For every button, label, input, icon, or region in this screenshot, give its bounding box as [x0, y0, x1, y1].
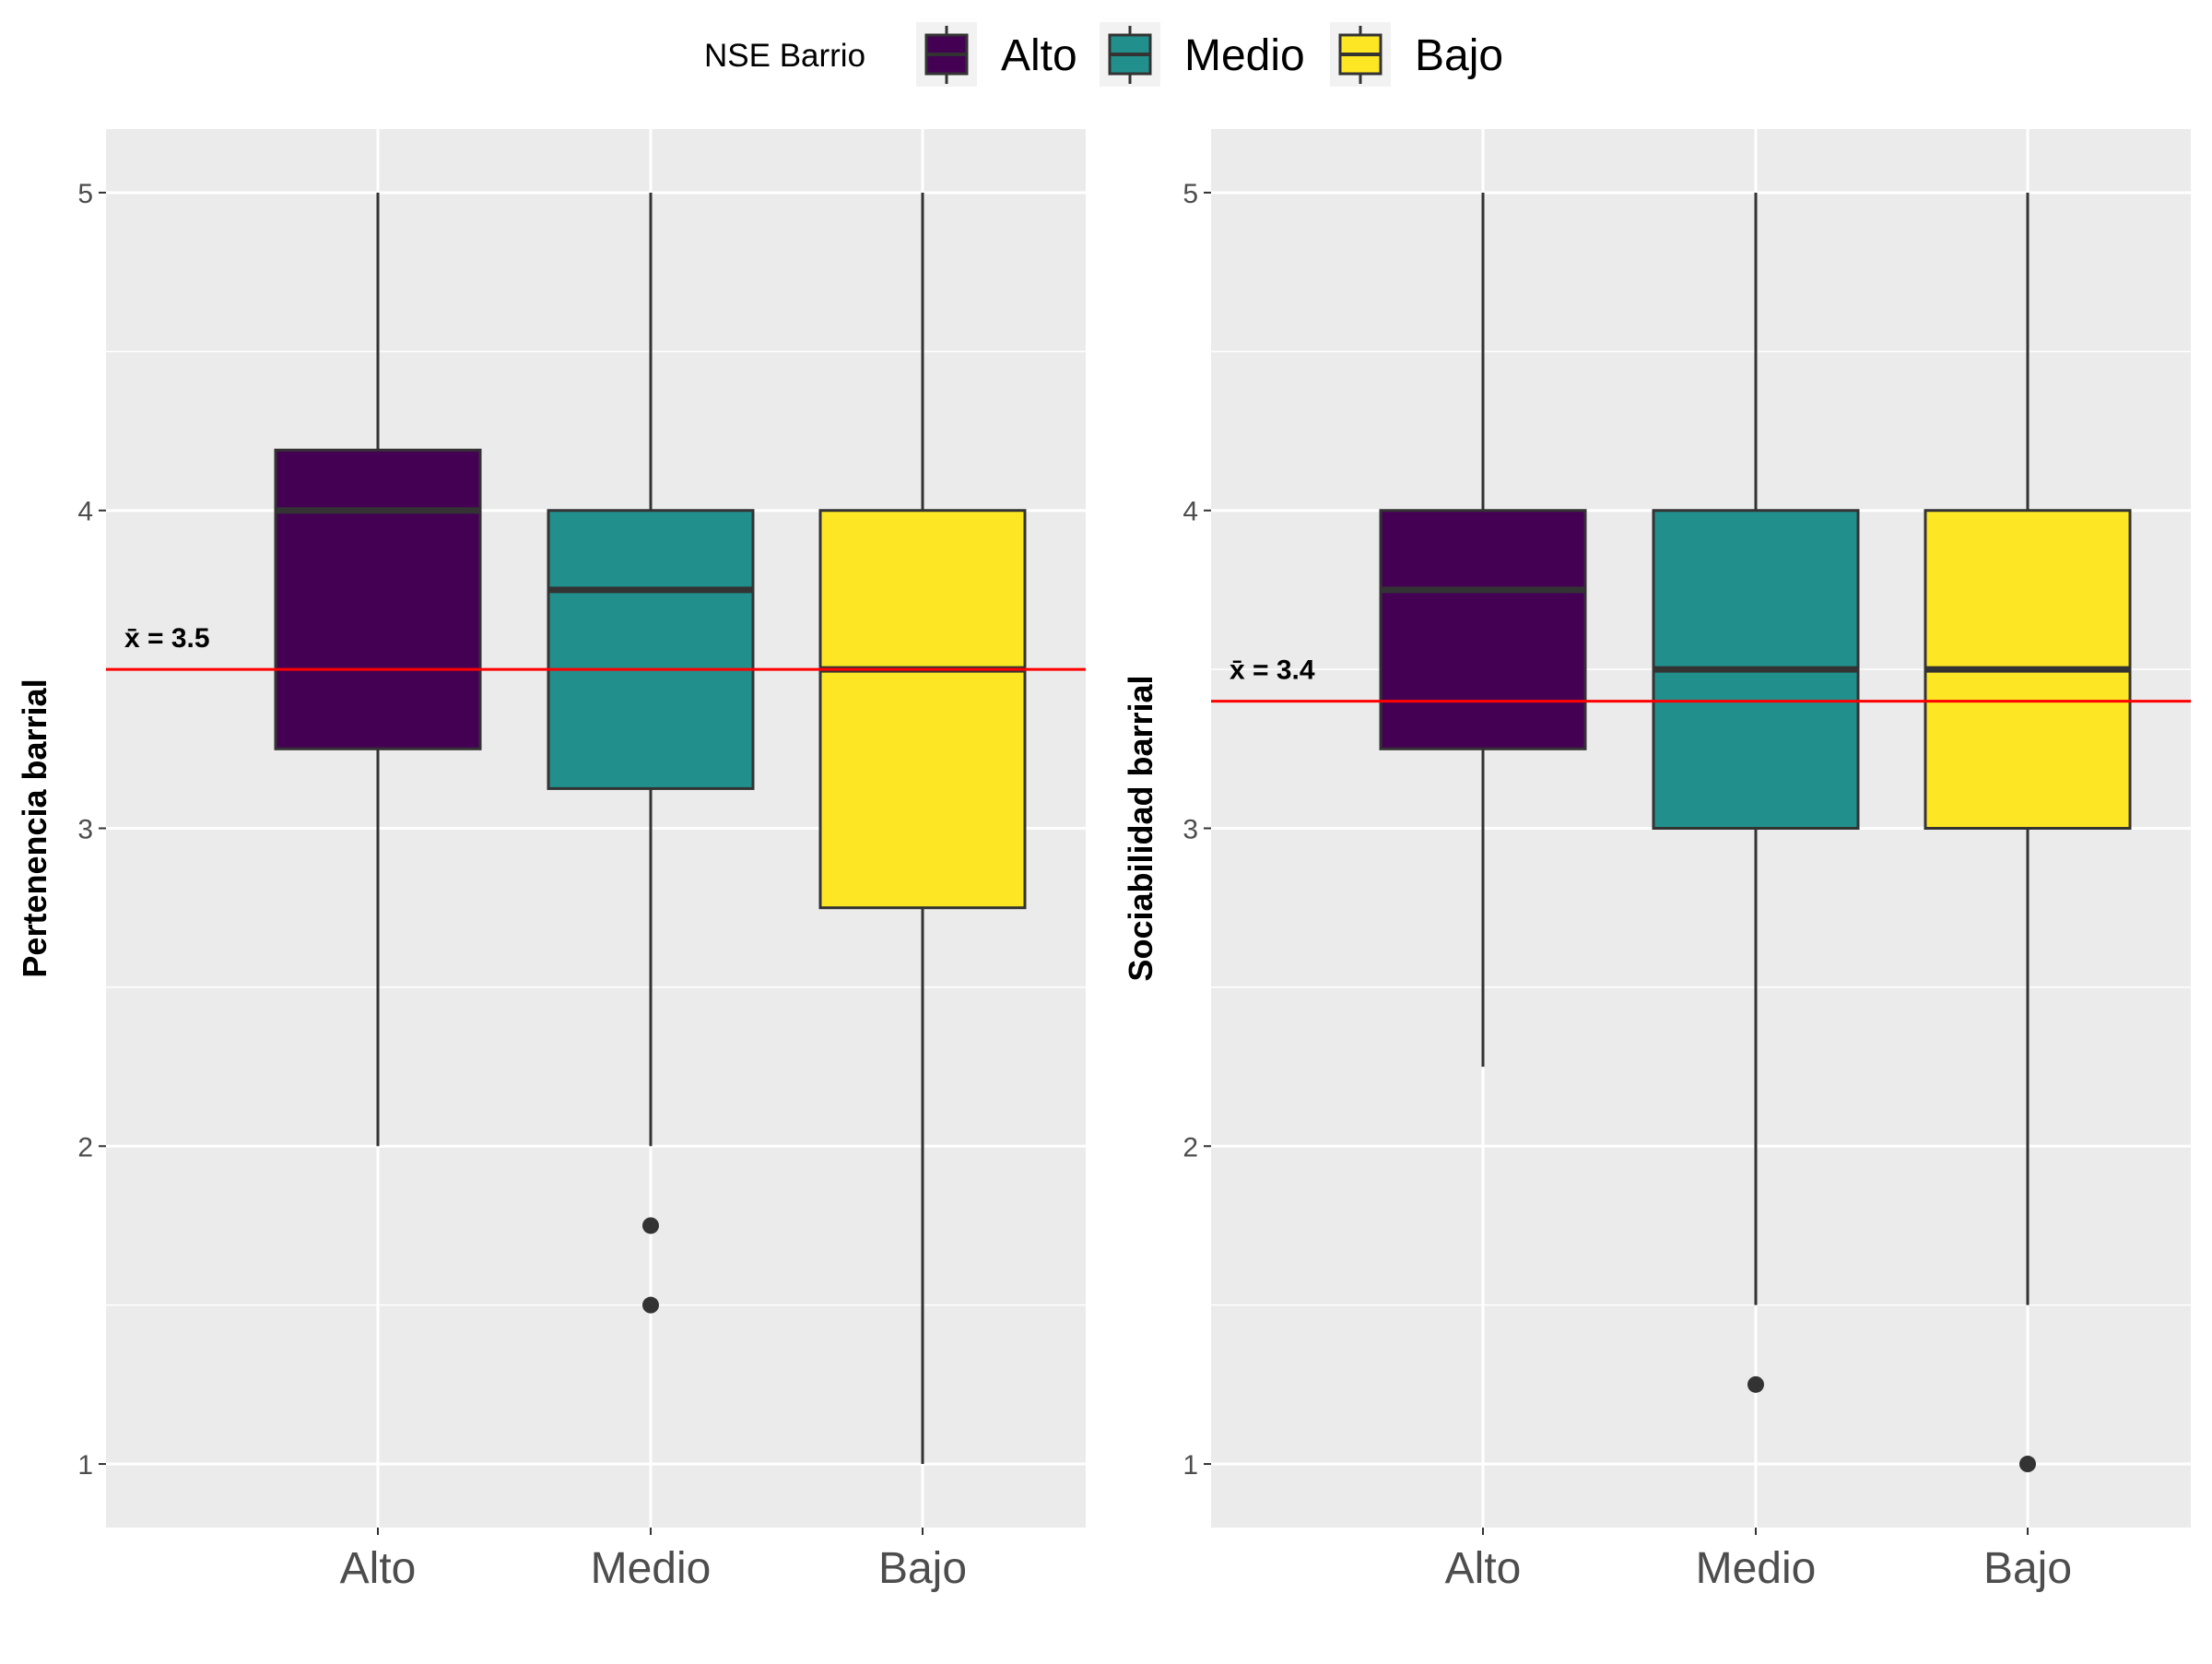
box-bajo [818, 192, 1027, 1465]
y-tick-label: 3 [1182, 815, 1198, 845]
outlier-point [2019, 1456, 2036, 1473]
outlier-point [642, 1217, 659, 1234]
legend-label-medio: Medio [1184, 31, 1305, 80]
y-tick-label: 5 [1182, 179, 1198, 209]
mean-label: x̄ = 3.5 [124, 623, 210, 654]
x-tick-label: Medio [591, 1544, 712, 1593]
legend-item-alto: Alto [916, 22, 1077, 87]
y-tick-label: 2 [1182, 1132, 1198, 1162]
y-tick-label: 5 [77, 179, 93, 209]
outlier-point [1747, 1375, 1764, 1393]
box-iqr [818, 509, 1027, 910]
y-axis-title: Sociabilidad barrial [1122, 675, 1159, 981]
box-alto [1379, 192, 1587, 1068]
y-tick-label: 4 [77, 497, 93, 527]
legend-label-bajo: Bajo [1415, 31, 1503, 80]
box-medio [1652, 192, 1860, 1393]
legend-label-alto: Alto [1001, 31, 1077, 80]
x-tick-label: Alto [1445, 1544, 1522, 1593]
box-bajo [1924, 192, 2132, 1473]
box-iqr [547, 509, 755, 790]
chart-panels: 1 2 3 4 5 Alto Medio Bajo x̄ = 3.5 Pertenencia ba… [16, 129, 2191, 1593]
box-iqr [274, 448, 482, 750]
x-tick-label: Bajo [1983, 1544, 2072, 1593]
y-tick-label: 4 [1182, 497, 1198, 527]
x-tick-label: Alto [340, 1544, 417, 1593]
y-tick-label: 2 [77, 1132, 93, 1162]
legend-title: NSE Barrio [704, 38, 865, 74]
x-tick-label: Bajo [878, 1544, 967, 1593]
box-iqr [1379, 509, 1587, 750]
y-tick-label: 3 [77, 815, 93, 845]
y-tick-label: 1 [1182, 1450, 1198, 1481]
panel-2: 1 2 3 4 5 Alto Medio Bajo x̄ = 3.4 Sociabilidad b… [1122, 129, 2191, 1593]
mean-label: x̄ = 3.4 [1230, 655, 1315, 686]
outlier-point [642, 1296, 659, 1314]
box-alto [274, 192, 482, 1147]
legend-item-bajo: Bajo [1330, 22, 1503, 87]
box-medio [547, 192, 755, 1314]
y-axis-title: Pertenencia barrial [16, 679, 53, 977]
legend: NSE Barrio Alto Medio Bajo [704, 22, 1503, 87]
x-tick-label: Medio [1696, 1544, 1817, 1593]
panel-1: 1 2 3 4 5 Alto Medio Bajo x̄ = 3.5 Pertenencia ba… [16, 129, 1086, 1593]
legend-item-medio: Medio [1100, 22, 1305, 87]
y-tick-label: 1 [77, 1450, 93, 1481]
